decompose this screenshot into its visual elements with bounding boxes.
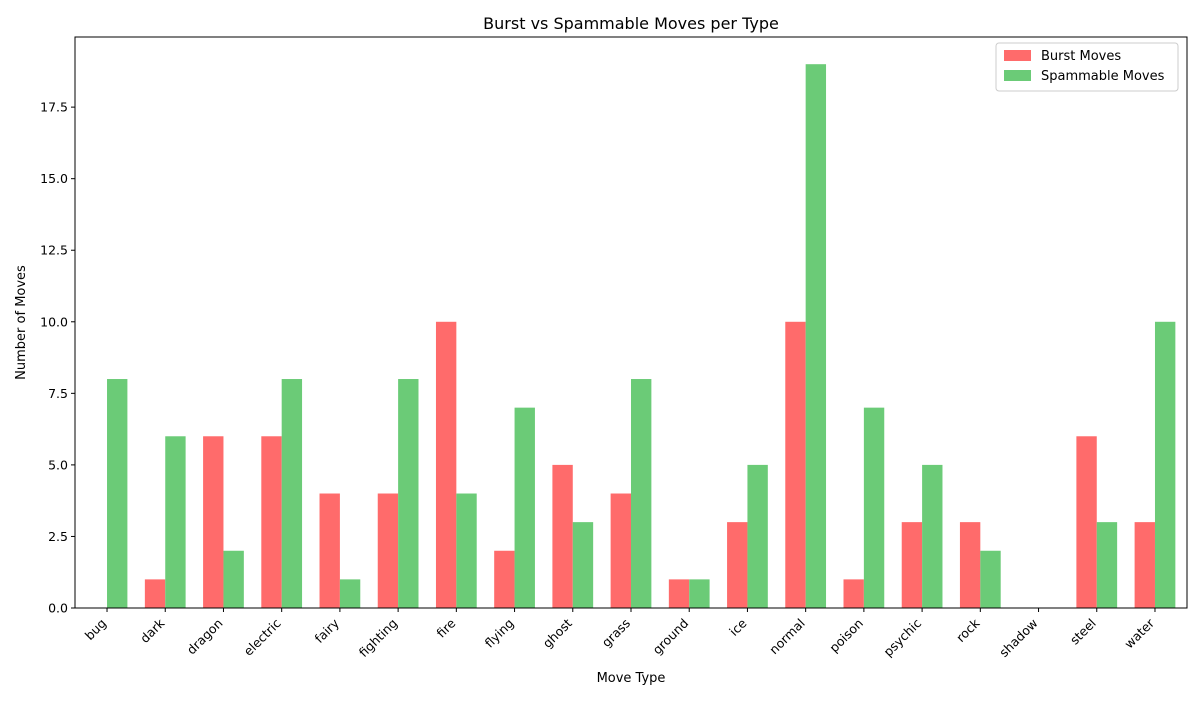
x-axis-ticks: bug dark dragon electric fairy fighting fire fl… bbox=[82, 608, 1158, 660]
bar-spammable-steel bbox=[1096, 522, 1118, 608]
bar-spammable-normal bbox=[805, 64, 827, 608]
x-tick-label: grass bbox=[599, 616, 633, 650]
bar-burst-electric bbox=[261, 436, 282, 608]
bar-spammable-dark bbox=[165, 436, 186, 608]
bar-spammable-water bbox=[1154, 321, 1176, 608]
x-tick-label: ghost bbox=[540, 615, 575, 650]
bar-spammable-rock bbox=[980, 550, 1001, 608]
x-tick-label: poison bbox=[826, 616, 866, 656]
x-tick-label: fairy bbox=[312, 615, 343, 646]
legend-swatch bbox=[1004, 50, 1031, 61]
y-axis-title: Number of Moves bbox=[14, 265, 29, 380]
x-tick-label: electric bbox=[241, 615, 284, 658]
y-tick-label: 0.0 bbox=[48, 601, 68, 616]
bar-spammable-fire bbox=[456, 493, 477, 608]
y-tick-label: 7.5 bbox=[48, 386, 68, 401]
bar-burst-ground bbox=[668, 579, 690, 608]
bar-burst-grass bbox=[610, 493, 631, 608]
legend: Burst Moves Spammable Moves bbox=[995, 42, 1179, 92]
bar-spammable-ghost bbox=[572, 522, 594, 608]
y-tick-label: 12.5 bbox=[40, 243, 68, 258]
y-tick-label: 10.0 bbox=[40, 314, 68, 329]
x-axis-title: Move Type bbox=[597, 671, 666, 686]
legend-swatch bbox=[1004, 70, 1031, 81]
bar-spammable-psychic bbox=[922, 464, 943, 608]
bar-spammable-dragon bbox=[223, 550, 244, 608]
y-axis-ticks: 0.0 2.5 5.0 7.5 10.0 12.5 15.0 17.5 bbox=[40, 100, 75, 616]
y-tick-label: 15.0 bbox=[40, 171, 68, 186]
bar-spammable-flying bbox=[514, 407, 535, 608]
x-tick-label: ground bbox=[649, 616, 691, 658]
bar-spammable-electric bbox=[281, 379, 303, 608]
x-tick-label: ice bbox=[726, 615, 750, 639]
x-tick-label: fire bbox=[433, 615, 458, 640]
x-tick-label: flying bbox=[482, 616, 517, 651]
bar-spammable-fighting bbox=[398, 379, 419, 608]
bar-burst-water bbox=[1134, 522, 1155, 608]
bar-burst-poison bbox=[843, 579, 864, 608]
x-tick-label: dark bbox=[137, 615, 168, 646]
bar-burst-ghost bbox=[552, 464, 573, 608]
x-tick-label: normal bbox=[766, 616, 808, 658]
bar-burst-dragon bbox=[203, 436, 224, 608]
bar-burst-fairy bbox=[319, 493, 340, 608]
x-tick-label: water bbox=[1121, 615, 1157, 651]
x-tick-label: shadow bbox=[996, 616, 1040, 660]
bar-burst-dark bbox=[144, 579, 166, 608]
bar-burst-steel bbox=[1076, 436, 1097, 608]
bar-spammable-fairy bbox=[339, 579, 361, 608]
bar-spammable-ground bbox=[689, 579, 710, 608]
x-tick-label: bug bbox=[82, 616, 109, 643]
x-tick-label: steel bbox=[1067, 616, 1099, 648]
legend-label: Burst Moves bbox=[1041, 49, 1121, 64]
bar-spammable-bug bbox=[107, 379, 128, 608]
bar-burst-ice bbox=[727, 522, 748, 608]
x-tick-label: fighting bbox=[356, 616, 401, 661]
chart-title: Burst vs Spammable Moves per Type bbox=[483, 14, 779, 33]
legend-box bbox=[995, 42, 1179, 92]
y-tick-label: 2.5 bbox=[48, 529, 68, 544]
y-tick-label: 5.0 bbox=[48, 457, 68, 472]
bars-group bbox=[107, 64, 1176, 608]
bar-spammable-poison bbox=[863, 407, 885, 608]
x-tick-label: dragon bbox=[184, 616, 226, 658]
bar-burst-psychic bbox=[901, 522, 923, 608]
bar-burst-fighting bbox=[377, 493, 399, 608]
bar-burst-fire bbox=[435, 321, 457, 608]
y-tick-label: 17.5 bbox=[40, 100, 68, 115]
x-tick-label: rock bbox=[953, 615, 983, 645]
bar-burst-flying bbox=[494, 550, 515, 608]
legend-label: Spammable Moves bbox=[1041, 69, 1165, 84]
bar-burst-rock bbox=[959, 522, 981, 608]
bar-spammable-grass bbox=[631, 379, 652, 608]
bar-spammable-ice bbox=[747, 464, 768, 608]
x-tick-label: psychic bbox=[880, 615, 924, 659]
bar-burst-normal bbox=[785, 321, 806, 608]
